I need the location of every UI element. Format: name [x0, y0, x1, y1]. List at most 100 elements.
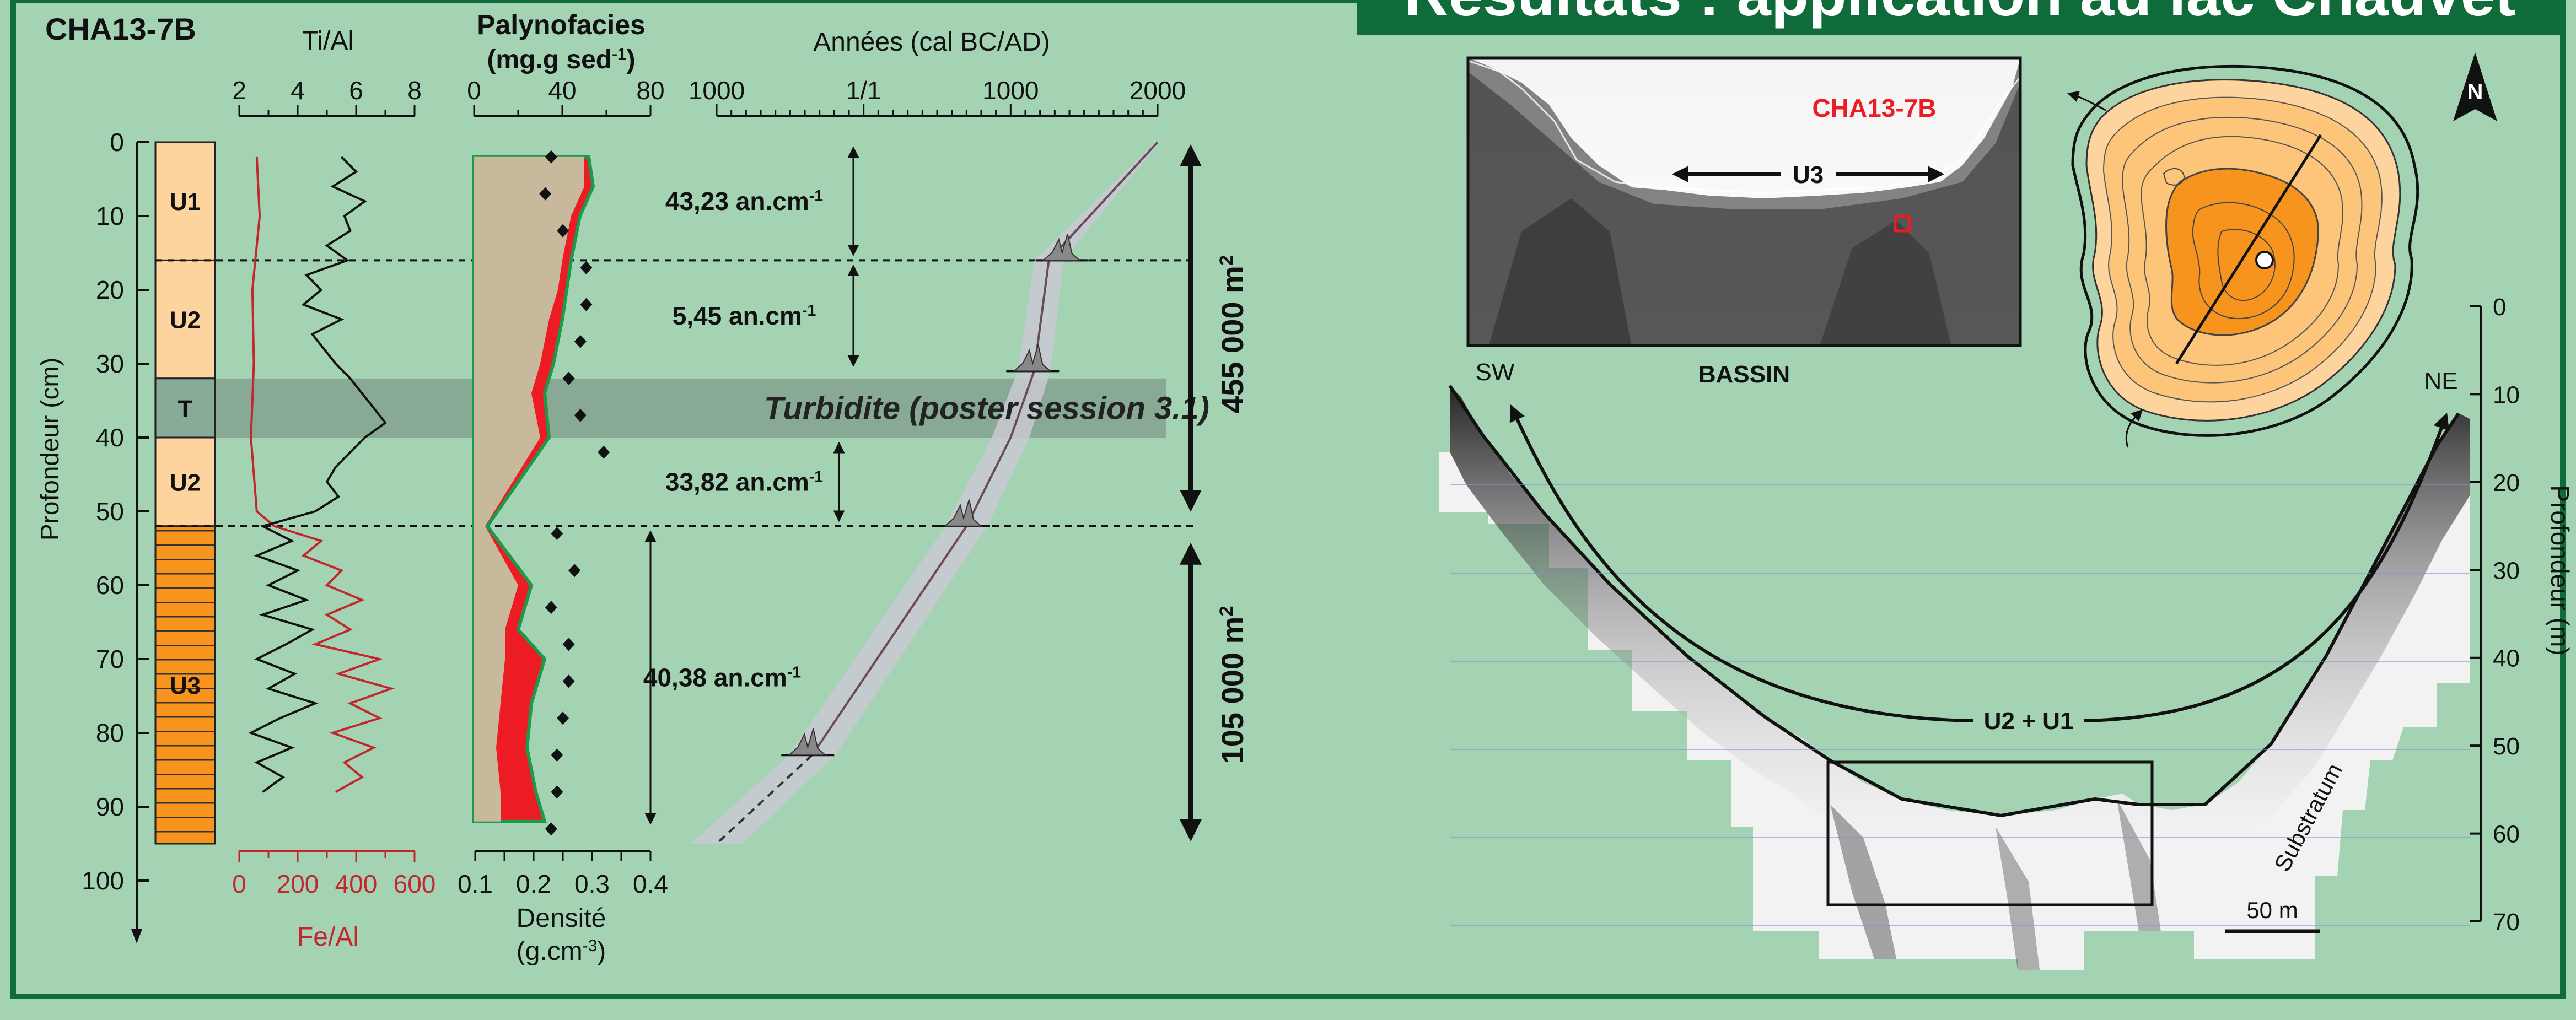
density-point: [545, 822, 557, 836]
core-unit-label: U1: [170, 188, 201, 215]
depth-tick-label: 30: [96, 349, 124, 378]
turbidite-label: Turbidite (poster session 3.1): [764, 390, 1209, 426]
inset-location-box: [1826, 760, 2154, 906]
rate-arrow: 5,45 an.cm-1: [673, 264, 859, 367]
sw-label: SW: [1476, 359, 1515, 386]
area-label: 105 000 m2: [1215, 606, 1250, 764]
palyno-tick-label: 80: [636, 76, 664, 105]
age-axis: 1000 1/1 1000 2000: [689, 76, 1186, 117]
depth-tick-label: 80: [96, 719, 124, 747]
age-model-envelope: [691, 142, 1160, 844]
catchment-areas: 455 000 m2 105 000 m2: [1180, 144, 1250, 841]
palyno-title: Palynofacies: [477, 9, 646, 40]
area-arrow: 455 000 m2: [1180, 144, 1250, 512]
age-axis-title: Années (cal BC/AD): [813, 28, 1050, 57]
seismic-inset: [1466, 56, 2022, 347]
palyno-tick-label: 0: [467, 76, 481, 105]
density-point: [574, 334, 587, 348]
sedimentation-rates: 43,23 an.cm-1 5,45 an.cm-1 33,82 an.cm-1 40…: [643, 146, 859, 825]
scale-label: 50 m: [2246, 897, 2298, 923]
density-tick-label: 0.2: [516, 870, 551, 898]
core-log: U1 U2 T U2 U3: [154, 141, 216, 845]
fill-label: U2 + U1: [1984, 708, 2074, 735]
age-tick-label: 1000: [982, 76, 1039, 105]
density-point: [557, 224, 569, 238]
core-unit: U2: [154, 259, 216, 380]
palyno-tick-label: 40: [548, 76, 576, 105]
core-unit: U3: [154, 525, 216, 845]
age-tick-label: 1000: [689, 76, 745, 105]
density-point: [598, 445, 610, 459]
density-point: [539, 187, 552, 201]
inset-u3-label: U3: [1793, 161, 1824, 188]
age-tick-label: 1/1: [846, 76, 881, 105]
fill-arrow-left: [1509, 404, 1974, 722]
fe-al-curve: [250, 156, 395, 793]
density-unit: (g.cm-3): [517, 937, 606, 967]
density-point: [568, 564, 581, 578]
density-label: Densité: [517, 904, 606, 933]
fe-al-label: Fe/Al: [297, 922, 359, 952]
north-label: N: [2467, 80, 2483, 104]
ti-al-tick-label: 2: [232, 76, 246, 105]
rate-label: 33,82 an.cm-1: [665, 467, 823, 496]
density-point: [551, 527, 563, 541]
inset-core-label: CHA13-7B: [1813, 94, 1937, 122]
core-unit: U2: [154, 436, 216, 527]
core-unit-label: T: [178, 395, 193, 422]
title-banner: [1357, 0, 2563, 35]
rate-label: 40,38 an.cm-1: [643, 663, 801, 692]
density-point: [580, 261, 593, 274]
banner-title: Résultats : application au lac Chauvet: [1404, 0, 2516, 29]
rate-label: 5,45 an.cm-1: [673, 301, 816, 330]
age-model-extrapolation: [716, 754, 813, 845]
fe-al-tick-label: 200: [277, 870, 319, 898]
core-unit: T: [154, 377, 216, 439]
depth-tick-label: 0: [110, 128, 124, 156]
radiocarbon-date: [1035, 234, 1089, 262]
radiocarbon-dates: [781, 234, 1089, 757]
radiocarbon-date: [937, 499, 990, 527]
depth-tick-label: 90: [96, 792, 124, 821]
core-unit: U1: [154, 141, 216, 261]
palyno-unit: (mg.g sed-1): [487, 45, 635, 75]
poster-frame: [10, 0, 2566, 999]
seismic-depth-tick-label: 60: [2493, 821, 2520, 848]
fill-arrow-right: [2083, 412, 2449, 722]
density-points: [539, 150, 610, 836]
fe-al-tick-label: 400: [335, 870, 378, 898]
density-point: [545, 601, 557, 614]
seismic-depth-tick-label: 30: [2493, 557, 2520, 584]
depth-tick-label: 40: [96, 423, 124, 452]
rate-arrow: 40,38 an.cm-1: [643, 530, 801, 825]
core-unit-label: U3: [170, 672, 201, 699]
depth-tick-label: 10: [96, 202, 124, 230]
seismic-depth-axis: 0 10 20 30 40 50 60 70: [2470, 294, 2520, 936]
depth-axis-label: Profondeur (cm): [35, 358, 64, 541]
density-axis: 0.1 0.2 0.3 0.4: [458, 850, 668, 898]
unit-boundaries: [155, 259, 1196, 527]
area-label: 455 000 m2: [1215, 255, 1250, 413]
density-point: [580, 298, 593, 311]
seismic-depth-tick-label: 70: [2493, 909, 2520, 936]
density-point: [545, 150, 557, 164]
density-point: [551, 748, 563, 762]
age-tick-label: 2000: [1130, 76, 1186, 105]
rate-arrow: 33,82 an.cm-1: [665, 441, 845, 522]
density-tick-label: 0.4: [633, 870, 668, 898]
fe-al-axis: 0 200 400 600: [232, 850, 435, 898]
seismic-depth-tick-label: 40: [2493, 645, 2520, 672]
ti-al-tick-label: 4: [291, 76, 305, 105]
area-arrow: 105 000 m2: [1180, 542, 1250, 841]
radiocarbon-date: [1006, 344, 1060, 373]
ti-al-label: Ti/Al: [302, 26, 354, 56]
depth-tick-label: 50: [96, 497, 124, 526]
palyno-axis: 0 40 80: [467, 76, 665, 117]
density-point: [562, 674, 575, 688]
seismic-profile: [1439, 385, 2470, 970]
bathymetry-map: [2067, 64, 2419, 448]
depth-tick-label: 20: [96, 276, 124, 304]
depth-tick-label: 60: [96, 571, 124, 600]
